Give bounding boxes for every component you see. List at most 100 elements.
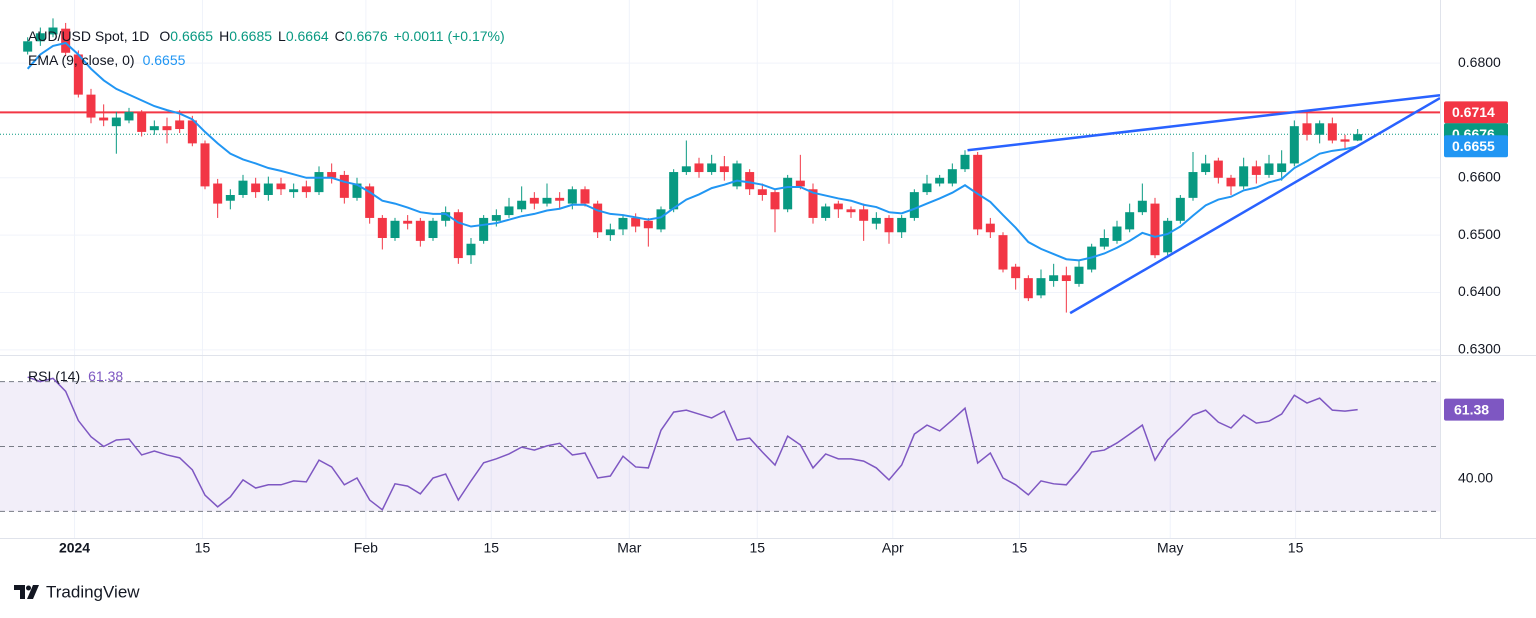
price-tag xyxy=(1444,101,1508,124)
candle-body xyxy=(403,220,413,224)
candle-body xyxy=(593,203,603,233)
candle-body xyxy=(1011,266,1021,279)
x-tick-label: 15 xyxy=(195,540,211,556)
candle-body xyxy=(719,166,729,173)
candle-body xyxy=(618,217,628,230)
candle-body xyxy=(213,183,223,204)
candle-body xyxy=(871,217,881,224)
candle-body xyxy=(390,220,400,239)
x-tick-label: May xyxy=(1157,540,1183,556)
candle-body xyxy=(48,27,58,35)
candle-body xyxy=(1061,275,1071,282)
logo: TradingView xyxy=(14,582,140,601)
candle-body xyxy=(339,174,349,198)
candle-body xyxy=(529,197,539,204)
ema-value: 0.6655 xyxy=(143,52,186,68)
candle-body xyxy=(1327,123,1337,141)
candle-body xyxy=(1125,212,1135,230)
trendline xyxy=(967,93,1441,152)
candle-body xyxy=(415,220,425,241)
candle-body xyxy=(985,223,995,233)
candle-body xyxy=(175,120,185,130)
candle-body xyxy=(23,41,33,52)
price-tag-label: 0.6714 xyxy=(1452,104,1495,120)
candle-body xyxy=(517,200,527,210)
rsi-tag xyxy=(1444,398,1504,421)
candle-body xyxy=(643,220,653,229)
rsi-tag-label: 61.38 xyxy=(1454,401,1489,417)
x-tick-label: 2024 xyxy=(59,540,90,556)
rsi-value: 61.38 xyxy=(88,368,123,384)
candle-body xyxy=(1074,266,1084,284)
ohlc-key: O xyxy=(159,28,170,44)
candle-body xyxy=(555,197,565,201)
candle-body xyxy=(770,192,780,210)
candle-body xyxy=(137,111,147,132)
legend-header: AUD/USD Spot, 1D O0.6665 H0.6685 L0.6664 C0.… xyxy=(28,28,505,44)
candle-body xyxy=(681,166,691,173)
ohlc-key: H xyxy=(219,28,229,44)
candle-body xyxy=(960,154,970,170)
y-tick-label: 0.6800 xyxy=(1458,54,1501,70)
candle-body xyxy=(1289,126,1299,164)
x-tick-label: 15 xyxy=(1012,540,1028,556)
candle-body xyxy=(1049,275,1059,282)
candle-body xyxy=(238,180,248,195)
x-tick-label: Mar xyxy=(617,540,641,556)
candle-body xyxy=(377,217,387,239)
candle-body xyxy=(1251,166,1261,175)
candle-body xyxy=(922,183,932,193)
candle-body xyxy=(314,172,324,193)
ohlc-key: L xyxy=(278,28,286,44)
rsi-name: RSI (14) xyxy=(28,368,80,384)
candle-body xyxy=(479,217,489,241)
change: +0.0011 (+0.17%) xyxy=(394,28,505,44)
candle-body xyxy=(1213,160,1223,178)
candle-body xyxy=(1137,200,1147,213)
candle-body xyxy=(441,212,451,221)
ema-line xyxy=(26,41,1358,262)
candle-body xyxy=(846,209,856,213)
logo-icon xyxy=(14,585,39,599)
candle-body xyxy=(1112,226,1122,241)
candle-body xyxy=(935,177,945,184)
candle-body xyxy=(149,126,159,131)
y-tick-label: 0.6400 xyxy=(1458,283,1501,299)
price-tag-label: 0.6655 xyxy=(1452,138,1495,154)
candle-body xyxy=(124,111,134,121)
y-tick-label: 0.6500 xyxy=(1458,226,1501,242)
candle-body xyxy=(694,163,704,173)
candle-body xyxy=(276,183,286,190)
candle-body xyxy=(542,197,552,204)
candle-body xyxy=(833,203,843,210)
candle-body xyxy=(745,172,755,190)
brand: TradingView xyxy=(46,582,140,601)
ema-name: EMA (9, close, 0) xyxy=(28,52,135,68)
candle-body xyxy=(973,154,983,230)
candle-body xyxy=(200,143,210,187)
candle-body xyxy=(884,217,894,233)
x-tick-label: Apr xyxy=(882,540,904,556)
x-tick-label: Feb xyxy=(354,540,378,556)
candle-body xyxy=(352,183,362,198)
candle-body xyxy=(656,209,666,230)
x-tick-label: 15 xyxy=(483,540,499,556)
grid xyxy=(0,0,1440,538)
candle-body xyxy=(35,33,45,42)
candle-body xyxy=(1175,197,1185,221)
candle-body xyxy=(301,186,311,193)
y-tick-label: 0.6300 xyxy=(1458,341,1501,357)
ohlc-value: 0.6665 xyxy=(170,28,213,44)
candle-body xyxy=(783,177,793,210)
candle-body xyxy=(86,94,96,118)
candle-body xyxy=(757,189,767,195)
ohlc-value: 0.6676 xyxy=(345,28,388,44)
candle-body xyxy=(1201,163,1211,173)
candle-body xyxy=(1340,139,1350,142)
candle-body xyxy=(61,28,71,53)
candle-body xyxy=(859,209,869,221)
labels: 2024 15 Feb 15 Mar 15 Apr 15 May 15 0.6300 0.6400 0.… xyxy=(28,28,1508,556)
candle-body xyxy=(289,189,299,193)
ohlc-key: C xyxy=(335,28,345,44)
